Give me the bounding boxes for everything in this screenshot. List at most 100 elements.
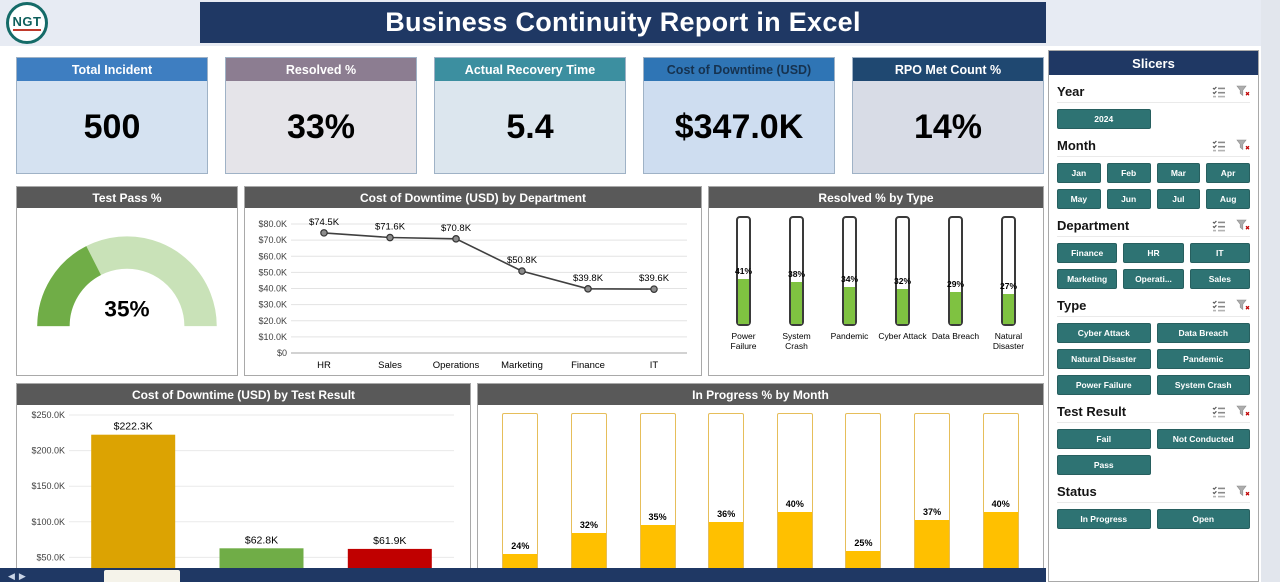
svg-text:$62.8K: $62.8K	[245, 534, 278, 546]
slicer-section-month: Month Jan Feb Mar Apr May Jun Jul Aug	[1057, 138, 1250, 209]
slicer-type-pandemic[interactable]: Pandemic	[1156, 349, 1250, 369]
sheet-tab[interactable]	[104, 570, 180, 582]
chart-column: 32%	[570, 413, 607, 582]
panel-test-pass: Test Pass % 35%	[16, 186, 238, 376]
slicer-department-it[interactable]: IT	[1189, 243, 1250, 263]
clear-filter-icon[interactable]	[1236, 219, 1250, 232]
slicer-department-hr[interactable]: HR	[1123, 243, 1184, 263]
slicer-type-system-crash[interactable]: System Crash	[1156, 375, 1250, 395]
clear-filter-icon[interactable]	[1236, 85, 1250, 98]
column-category: Power Failure	[730, 331, 757, 352]
slicer-department-finance[interactable]: Finance	[1057, 243, 1118, 263]
multi-select-icon[interactable]	[1212, 220, 1226, 232]
column-data-label: 40%	[991, 499, 1010, 509]
svg-text:$20.0K: $20.0K	[258, 316, 287, 326]
slicer-department-operati[interactable]: Operati...	[1123, 269, 1184, 289]
column-data-label: 27%	[999, 281, 1018, 291]
kpi-row: Total Incident 500 Resolved % 33% Actual Rec…	[16, 57, 1044, 174]
slicer-department-marketing[interactable]: Marketing	[1057, 269, 1118, 289]
slicer-test-result-pass[interactable]: Pass	[1057, 455, 1151, 475]
svg-text:$71.6K: $71.6K	[375, 222, 406, 233]
svg-text:$40.0K: $40.0K	[258, 284, 287, 294]
column-fill	[1003, 294, 1014, 324]
clear-filter-icon[interactable]	[1236, 299, 1250, 312]
slicer-month-may[interactable]: May	[1057, 189, 1101, 209]
slicers-title: Slicers	[1049, 51, 1258, 75]
slicer-section-year: Year 2024	[1057, 84, 1250, 129]
chart-column: 27% Natural Disaster	[984, 216, 1034, 351]
svg-text:$250.0K: $250.0K	[31, 410, 65, 420]
svg-text:$50.8K: $50.8K	[507, 255, 538, 266]
slicer-month-apr[interactable]: Apr	[1206, 163, 1250, 183]
slicer-section-test-result: Test Result Fail Not Conducted Pass	[1057, 404, 1250, 475]
svg-text:$70.0K: $70.0K	[258, 235, 287, 245]
slicer-test-result-not-conducted[interactable]: Not Conducted	[1156, 429, 1250, 449]
slicer-section-label: Status	[1057, 484, 1097, 499]
panel-downtime-by-test-result: Cost of Downtime (USD) by Test Result $2…	[16, 383, 471, 582]
slicer-month-mar[interactable]: Mar	[1156, 163, 1201, 183]
column-case: 29%	[947, 216, 964, 326]
multi-select-icon[interactable]	[1212, 486, 1226, 498]
kpi-card-rpo-met-count: RPO Met Count % 14%	[852, 57, 1044, 174]
column-fill	[844, 287, 855, 324]
svg-text:HR: HR	[317, 360, 331, 371]
sheet-nav-arrows[interactable]: ◀▶	[8, 571, 30, 581]
slicer-section-header: Type	[1057, 298, 1250, 317]
panel-in-progress-by-month: In Progress % by Month 24% 32% 35% 36% 40% 25…	[477, 383, 1044, 582]
dashboard-title: Business Continuity Report in Excel	[385, 7, 861, 37]
kpi-value: 500	[17, 81, 207, 173]
slicer-type-data-breach[interactable]: Data Breach	[1156, 323, 1250, 343]
slicer-button-grid: 2024	[1057, 109, 1250, 129]
clear-filter-icon[interactable]	[1236, 485, 1250, 498]
svg-text:$60.0K: $60.0K	[258, 251, 287, 261]
slicers-panel: Slicers Year 2024 Month Jan Feb Mar Apr May Jun J…	[1048, 50, 1259, 582]
clear-filter-icon[interactable]	[1236, 139, 1250, 152]
slicer-type-cyber-attack[interactable]: Cyber Attack	[1057, 323, 1151, 343]
slicer-status-in-progress[interactable]: In Progress	[1057, 509, 1151, 529]
chart-column: 36%	[708, 413, 745, 582]
slicer-header-icons	[1212, 405, 1250, 418]
slicer-year-2024[interactable]: 2024	[1057, 109, 1151, 129]
slicer-type-natural-disaster[interactable]: Natural Disaster	[1057, 349, 1151, 369]
slicer-month-jun[interactable]: Jun	[1106, 189, 1151, 209]
multi-select-icon[interactable]	[1212, 300, 1226, 312]
column-case: 25%	[845, 413, 882, 582]
svg-text:$10.0K: $10.0K	[258, 332, 287, 342]
column-fill	[738, 279, 749, 324]
column-data-label: 34%	[840, 274, 859, 284]
svg-text:$74.5K: $74.5K	[309, 217, 340, 228]
slicer-test-result-fail[interactable]: Fail	[1057, 429, 1151, 449]
slicer-month-aug[interactable]: Aug	[1206, 189, 1250, 209]
slicer-department-sales[interactable]: Sales	[1189, 269, 1250, 289]
slicer-header-icons	[1212, 139, 1250, 152]
slicer-section-header: Month	[1057, 138, 1250, 157]
clear-filter-icon[interactable]	[1236, 405, 1250, 418]
slicer-month-jan[interactable]: Jan	[1057, 163, 1101, 183]
sheet-tab-bar: ◀▶	[0, 568, 1046, 582]
panel-title-resolved-type: Resolved % by Type	[709, 187, 1043, 208]
column-data-label: 25%	[854, 538, 873, 548]
column-case: 38%	[787, 216, 806, 326]
slicer-header-icons	[1212, 485, 1250, 498]
column-data-label: 38%	[787, 269, 806, 279]
slicer-section-type: Type Cyber Attack Data Breach Natural Disas…	[1057, 298, 1250, 395]
slicer-button-grid: Jan Feb Mar Apr May Jun Jul Aug	[1057, 163, 1250, 209]
slicer-month-feb[interactable]: Feb	[1106, 163, 1151, 183]
column-fill	[791, 282, 802, 324]
kpi-value: 5.4	[435, 81, 625, 173]
multi-select-icon[interactable]	[1212, 140, 1226, 152]
kpi-card-actual-recovery-time: Actual Recovery Time 5.4	[434, 57, 626, 174]
slicer-type-power-failure[interactable]: Power Failure	[1057, 375, 1151, 395]
slicer-header-icons	[1212, 299, 1250, 312]
svg-text:IT: IT	[650, 360, 659, 371]
slicer-status-open[interactable]: Open	[1156, 509, 1250, 529]
slicer-header-icons	[1212, 219, 1250, 232]
kpi-label: Resolved %	[226, 58, 416, 81]
svg-text:$200.0K: $200.0K	[31, 446, 65, 456]
multi-select-icon[interactable]	[1212, 86, 1226, 98]
slicer-button-grid: Fail Not Conducted Pass	[1057, 429, 1250, 475]
multi-select-icon[interactable]	[1212, 406, 1226, 418]
slicer-month-jul[interactable]: Jul	[1156, 189, 1201, 209]
slicer-section-header: Year	[1057, 84, 1250, 103]
slicer-section-department: Department Finance HR IT Marketing Operati...…	[1057, 218, 1250, 289]
